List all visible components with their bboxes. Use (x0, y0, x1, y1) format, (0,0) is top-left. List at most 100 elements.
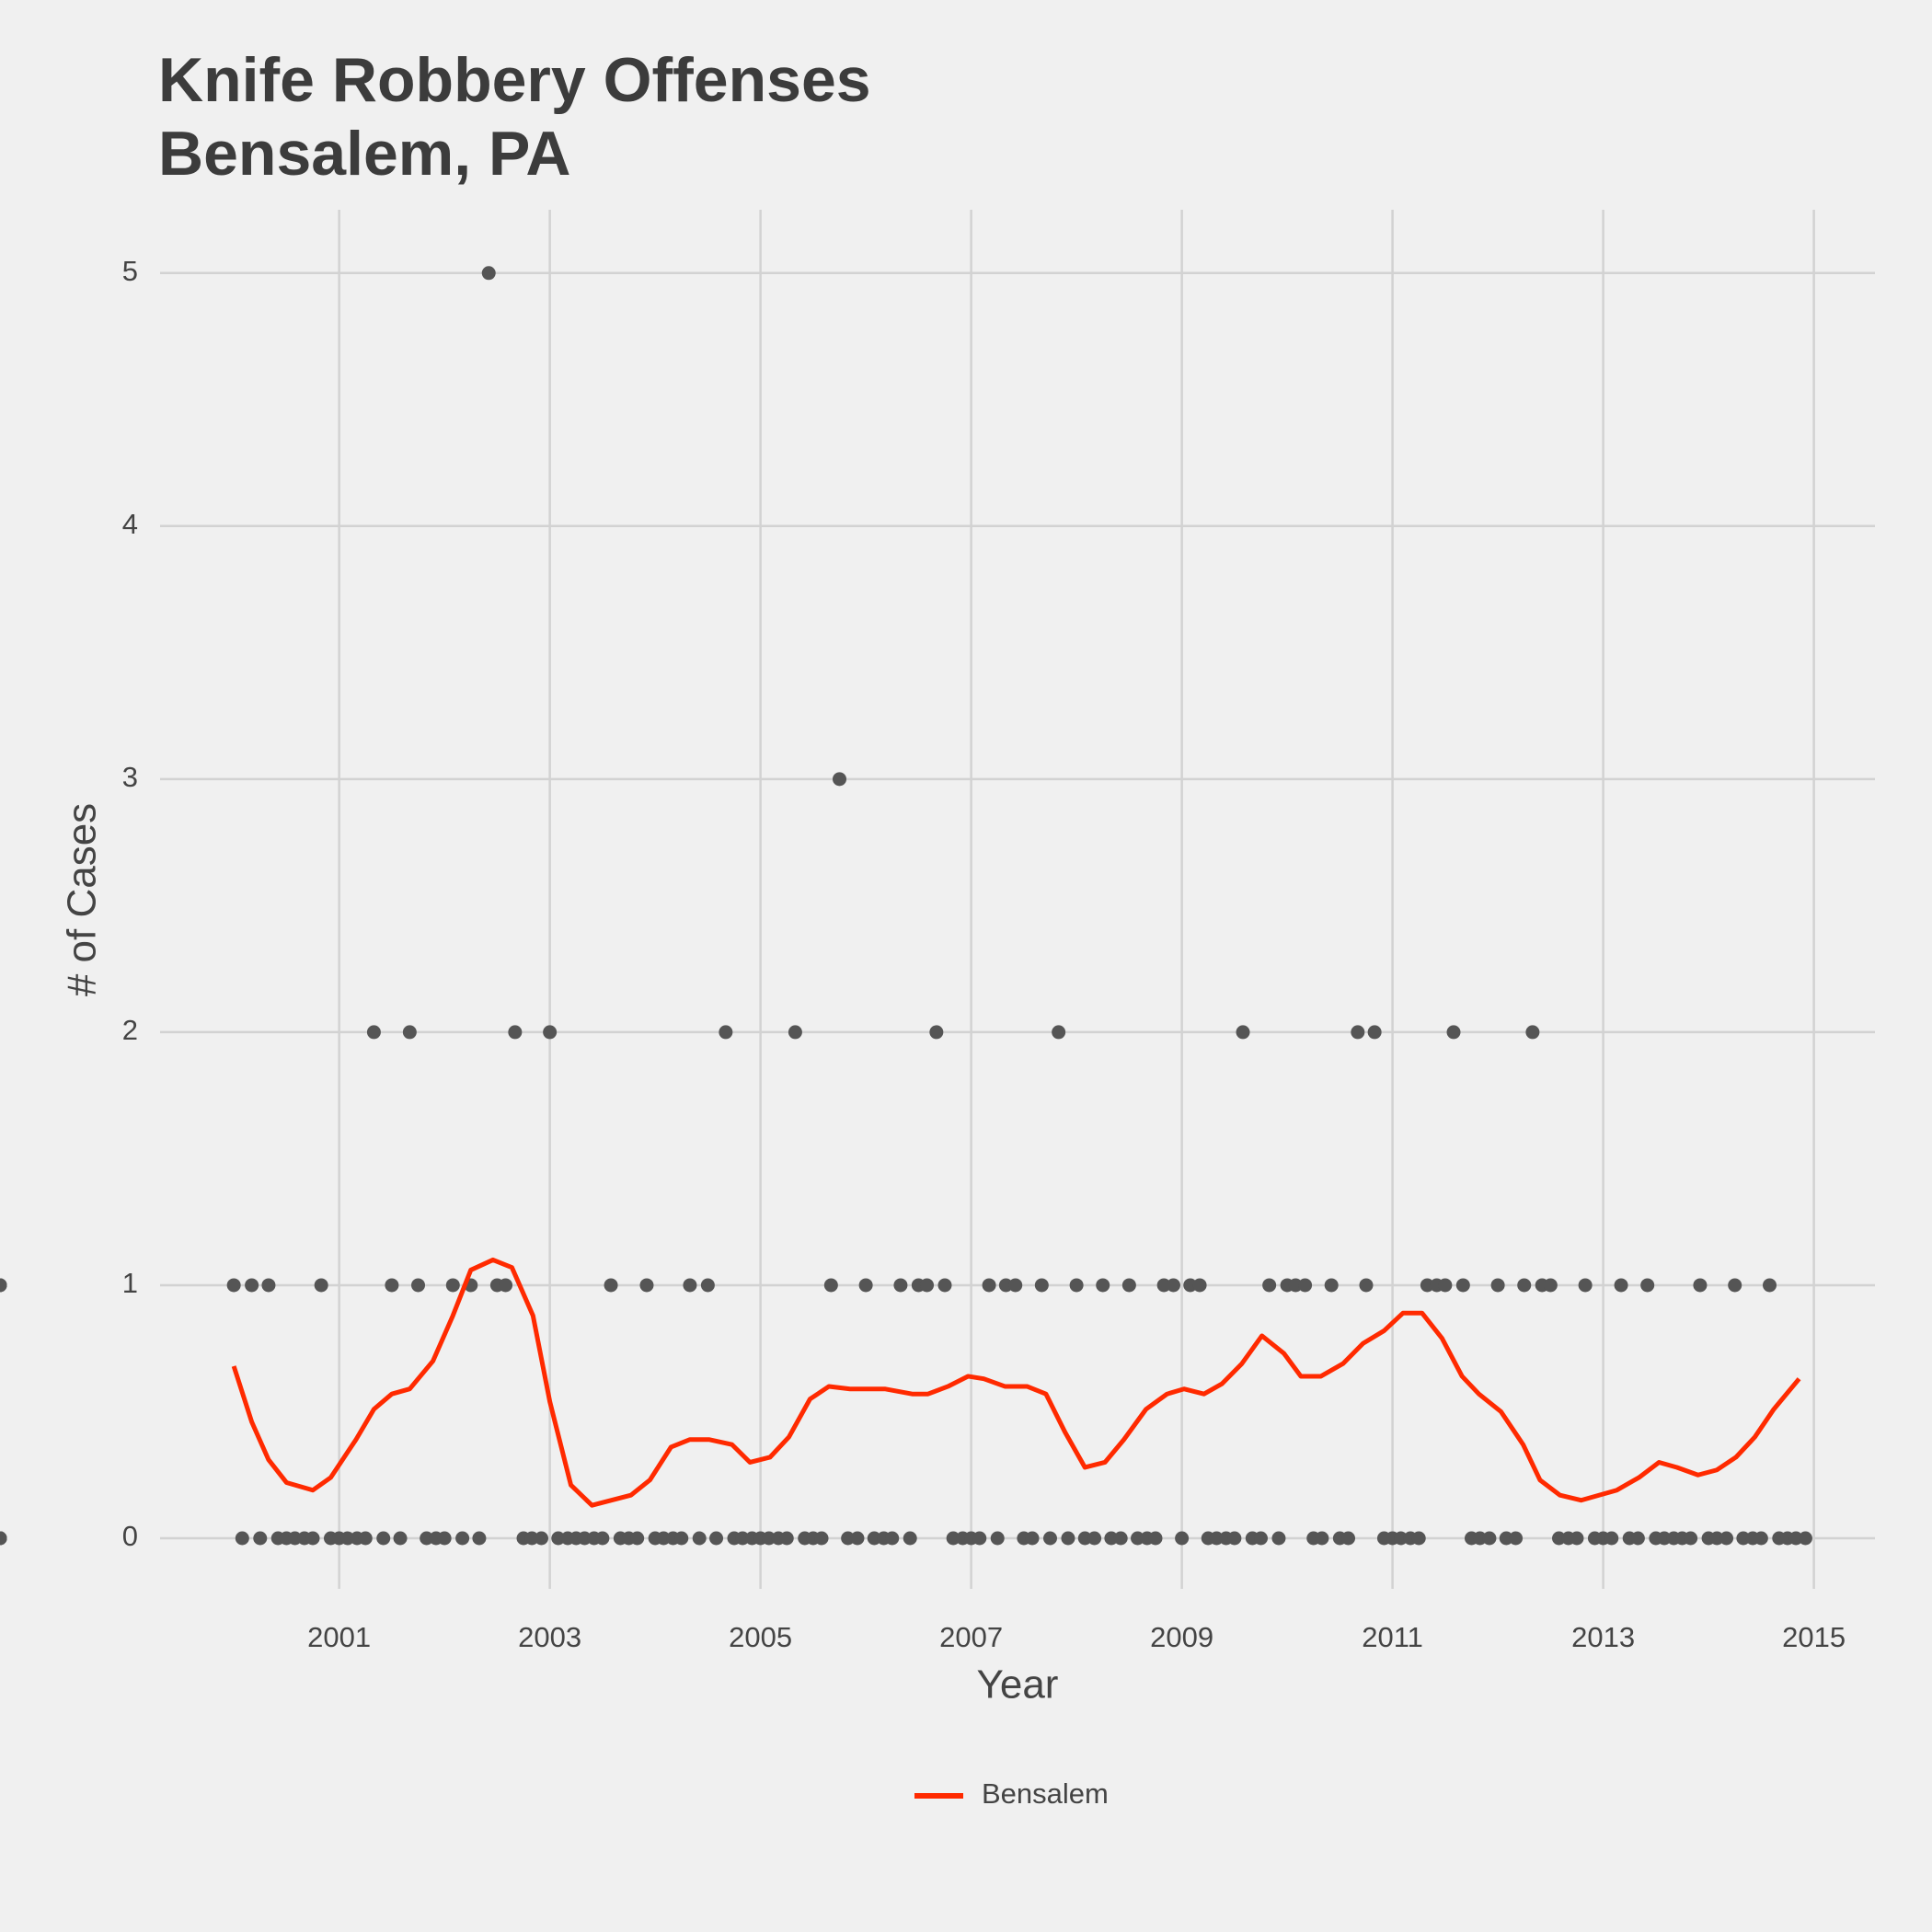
data-point (1077, 1531, 1092, 1546)
data-point (358, 1531, 373, 1546)
data-point (700, 1278, 715, 1293)
data-point (1253, 1531, 1268, 1546)
data-point (543, 1025, 558, 1040)
data-point (595, 1531, 610, 1546)
data-point (288, 1531, 303, 1546)
data-point (1517, 1278, 1532, 1293)
data-point (472, 1531, 487, 1546)
data-point (1728, 1278, 1742, 1293)
data-point (1298, 1278, 1313, 1293)
data-point (1315, 1531, 1329, 1546)
data-point (402, 1025, 417, 1040)
x-tick-label: 2007 (939, 1621, 1003, 1653)
data-point (499, 1278, 513, 1293)
x-axis-title: Year (977, 1662, 1059, 1708)
data-point (920, 1278, 935, 1293)
data-point (1227, 1531, 1242, 1546)
data-point (929, 1025, 944, 1040)
data-point (1736, 1531, 1751, 1546)
data-point (245, 1278, 259, 1293)
data-point (235, 1531, 249, 1546)
data-point (903, 1531, 917, 1546)
x-tick-label: 2013 (1571, 1621, 1635, 1653)
data-point (656, 1531, 671, 1546)
legend-label: Bensalem (982, 1777, 1109, 1810)
data-point (1473, 1531, 1488, 1546)
data-point (1719, 1531, 1734, 1546)
x-tick-label: 2005 (729, 1621, 792, 1653)
data-point (779, 1531, 794, 1546)
data-point (1236, 1025, 1250, 1040)
data-point (366, 1025, 381, 1040)
x-tick-label: 2015 (1782, 1621, 1846, 1653)
data-point (683, 1278, 697, 1293)
data-point (719, 1025, 733, 1040)
data-point (990, 1531, 1005, 1546)
data-point (524, 1531, 539, 1546)
data-point (1351, 1025, 1365, 1040)
data-point (1578, 1278, 1593, 1293)
data-point (858, 1278, 873, 1293)
data-point (1525, 1025, 1540, 1040)
data-point (1034, 1278, 1049, 1293)
data-point (481, 266, 496, 281)
legend: Bensalem (914, 1777, 1109, 1810)
y-tick-label: 4 (122, 508, 138, 540)
y-axis-title: # of Cases (60, 803, 105, 996)
data-point (937, 1278, 952, 1293)
data-point (1499, 1531, 1513, 1546)
data-point (674, 1531, 689, 1546)
data-point (1166, 1278, 1180, 1293)
data-point (1288, 1278, 1303, 1293)
data-point (1042, 1531, 1057, 1546)
data-point (1570, 1531, 1584, 1546)
data-point (1175, 1531, 1190, 1546)
data-point (982, 1278, 996, 1293)
data-point (1148, 1531, 1163, 1546)
data-point (1008, 1278, 1023, 1293)
data-point (305, 1531, 320, 1546)
chart-subtitle: Bensalem, PA (158, 119, 570, 189)
data-point (1420, 1278, 1434, 1293)
data-point (1438, 1278, 1453, 1293)
data-point (577, 1531, 592, 1546)
data-point (1446, 1025, 1461, 1040)
data-point (1052, 1025, 1066, 1040)
data-point (385, 1278, 399, 1293)
data-point (1104, 1531, 1119, 1546)
data-point (314, 1278, 328, 1293)
data-point (1324, 1278, 1339, 1293)
data-point (1604, 1531, 1619, 1546)
y-tick-label: 3 (122, 761, 138, 793)
data-point (226, 1278, 241, 1293)
x-tick-label: 2009 (1150, 1621, 1213, 1653)
data-point (411, 1278, 426, 1293)
data-point (1061, 1531, 1075, 1546)
data-point (376, 1531, 391, 1546)
data-point (833, 772, 847, 787)
data-point (692, 1531, 707, 1546)
data-point (534, 1531, 548, 1546)
data-point (1087, 1531, 1102, 1546)
data-point (1509, 1531, 1524, 1546)
data-point (1640, 1278, 1655, 1293)
data-point (437, 1531, 452, 1546)
data-point (867, 1531, 881, 1546)
data-point (841, 1531, 856, 1546)
data-point (885, 1531, 900, 1546)
data-point (788, 1025, 802, 1040)
data-point (261, 1278, 276, 1293)
data-point (0, 1278, 7, 1293)
data-point (1490, 1278, 1505, 1293)
data-point (1552, 1531, 1567, 1546)
data-point (455, 1531, 470, 1546)
data-point (1121, 1278, 1136, 1293)
data-point (340, 1531, 355, 1546)
data-point (1113, 1531, 1128, 1546)
data-point (1271, 1531, 1286, 1546)
data-point (445, 1278, 460, 1293)
data-point (1709, 1531, 1724, 1546)
data-point (1183, 1278, 1198, 1293)
data-point (1482, 1531, 1497, 1546)
data-point (946, 1531, 960, 1546)
